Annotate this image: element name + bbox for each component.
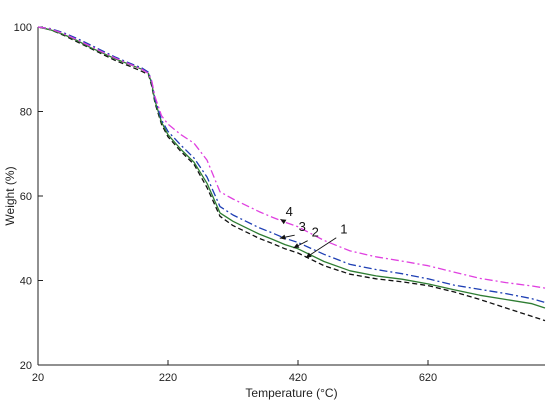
annotation-arrowhead-3 [279,234,286,240]
annotation-label-1: 1 [340,222,347,237]
annotation-arrow-1 [305,237,337,259]
y-ticks: 20 40 60 80 100 [14,22,43,372]
series-line-3 [37,26,546,304]
x-tick-label: 220 [159,372,177,384]
y-tick-label: 20 [20,360,32,372]
series-line-4 [37,26,546,289]
plot-frame [37,27,545,366]
annotation-arrowhead-1 [305,252,312,258]
series-line-1 [37,26,546,322]
x-ticks: 20 220 420 620 [32,360,437,384]
annotation-label-3: 3 [299,219,306,234]
x-axis-title: Temperature (°C) [245,386,337,400]
x-tick-label: 420 [289,372,307,384]
y-tick-label: 40 [20,276,32,288]
x-tick-label: 20 [32,372,44,384]
series-annotations: 43 2 1 [279,204,347,259]
y-axis-title: Weight (%) [3,166,17,225]
series-line-2 [37,26,546,309]
annotation-label-2: 2 [312,225,319,240]
annotation-label-4: 4 [286,204,293,219]
y-tick-label: 80 [20,107,32,119]
series-lines [37,26,546,322]
x-tick-label: 620 [419,372,437,384]
y-tick-label: 60 [20,191,32,203]
y-tick-label: 100 [14,22,32,34]
annotation-arrowhead-2 [293,243,300,248]
annotation-arrowhead-4 [280,219,287,225]
